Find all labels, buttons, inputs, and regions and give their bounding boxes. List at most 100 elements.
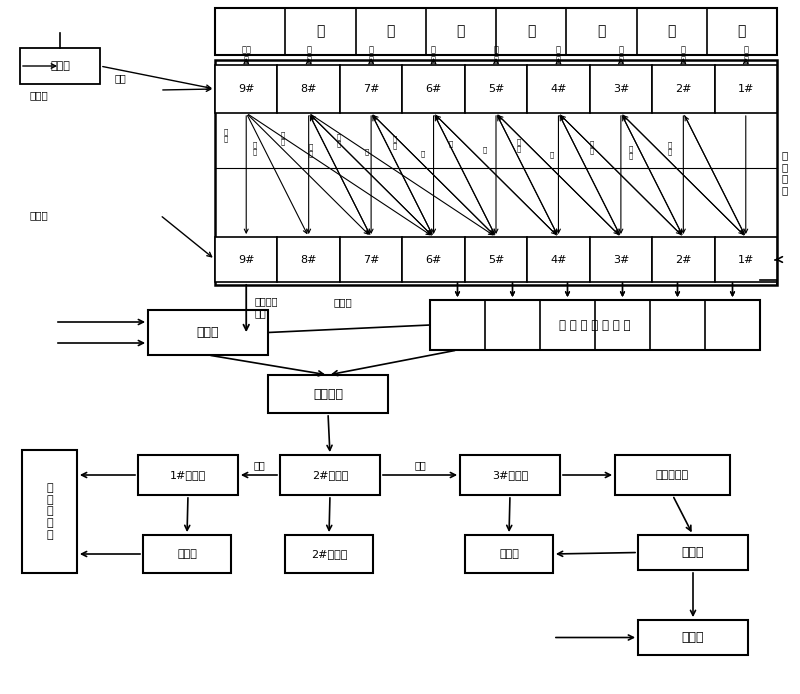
Bar xyxy=(430,300,760,350)
Text: 给料池: 给料池 xyxy=(682,546,704,559)
Text: 中
煤: 中 煤 xyxy=(516,138,521,152)
Bar xyxy=(138,455,238,495)
Text: 精
煤: 精 煤 xyxy=(431,45,436,65)
Text: 6#: 6# xyxy=(426,255,442,264)
Text: 预处理器: 预处理器 xyxy=(313,387,343,400)
Bar xyxy=(285,535,373,573)
Text: 矸石: 矸石 xyxy=(114,73,126,83)
Text: 5#: 5# xyxy=(488,255,504,264)
Text: 震: 震 xyxy=(597,24,606,38)
Text: 精
煤: 精 煤 xyxy=(681,45,686,65)
Bar xyxy=(590,65,652,113)
Text: 精
煤: 精 煤 xyxy=(556,45,561,65)
Text: 5#: 5# xyxy=(488,84,504,94)
Text: 2#物料池: 2#物料池 xyxy=(311,549,347,559)
Bar xyxy=(652,65,714,113)
Text: 频: 频 xyxy=(386,24,395,38)
Text: 7#: 7# xyxy=(363,255,379,264)
Text: 2#: 2# xyxy=(675,84,691,94)
Text: 中
煤: 中 煤 xyxy=(393,135,397,149)
Bar xyxy=(268,375,388,413)
Bar xyxy=(638,620,748,655)
Text: 中
煤: 中 煤 xyxy=(629,145,633,159)
Text: 精
煤
压
滤
机: 精 煤 压 滤 机 xyxy=(46,483,53,540)
Text: 动: 动 xyxy=(667,24,676,38)
Text: 煤: 煤 xyxy=(449,141,453,147)
Bar xyxy=(714,237,777,282)
Bar xyxy=(465,237,527,282)
Text: 2#浮选机: 2#浮选机 xyxy=(312,470,348,480)
Text: 矸
石: 矸 石 xyxy=(337,133,341,147)
Bar xyxy=(148,310,268,355)
Bar xyxy=(714,65,777,113)
Text: 4#: 4# xyxy=(550,84,566,94)
Text: 溢流: 溢流 xyxy=(414,460,426,470)
Text: 1#: 1# xyxy=(738,84,754,94)
Text: 精
煤: 精 煤 xyxy=(369,45,374,65)
Text: 4#: 4# xyxy=(550,255,566,264)
Text: 压滤机: 压滤机 xyxy=(499,549,519,559)
Bar xyxy=(20,48,100,84)
Bar xyxy=(340,65,402,113)
Text: 3#: 3# xyxy=(613,84,629,94)
Text: 精料出口
勃料: 精料出口 勃料 xyxy=(254,296,278,318)
Bar xyxy=(22,450,77,573)
Text: 矸
石: 矸 石 xyxy=(309,143,313,157)
Text: 中矸筛: 中矸筛 xyxy=(50,61,70,71)
Text: 精
煤: 精 煤 xyxy=(306,45,311,65)
Bar xyxy=(278,65,340,113)
Text: 2#: 2# xyxy=(675,255,691,264)
Text: 方型溢流槽: 方型溢流槽 xyxy=(656,470,689,480)
Text: 9#: 9# xyxy=(238,255,254,264)
Text: 中
煤: 中 煤 xyxy=(668,141,672,155)
Text: 6#: 6# xyxy=(426,84,442,94)
Bar xyxy=(460,455,560,495)
Text: 矸
石: 矸 石 xyxy=(252,141,257,155)
Text: 精
煤: 精 煤 xyxy=(743,45,748,65)
Bar xyxy=(215,237,278,282)
Bar xyxy=(465,535,553,573)
Bar xyxy=(278,237,340,282)
Bar xyxy=(652,237,714,282)
Bar xyxy=(638,535,748,570)
Text: 中精
煤: 中精 煤 xyxy=(242,45,251,65)
Text: 中
煤: 中 煤 xyxy=(280,131,285,145)
Text: 7#: 7# xyxy=(363,84,379,94)
Bar xyxy=(215,8,777,55)
Text: 精煤池: 精煤池 xyxy=(177,549,197,559)
Bar xyxy=(280,455,380,495)
Text: 中: 中 xyxy=(550,152,554,158)
Text: 高 频 直 线 震 动 筛: 高 频 直 线 震 动 筛 xyxy=(559,319,630,332)
Bar xyxy=(340,237,402,282)
Bar xyxy=(615,455,730,495)
Text: 介质桶: 介质桶 xyxy=(30,210,49,220)
Text: 石: 石 xyxy=(421,151,425,158)
Bar xyxy=(527,65,590,113)
Bar xyxy=(143,535,231,573)
Text: 3#: 3# xyxy=(613,255,629,264)
Text: 精
煤: 精 煤 xyxy=(494,45,498,65)
Text: 筛下水: 筛下水 xyxy=(334,297,352,307)
Text: 煤: 煤 xyxy=(365,149,369,155)
Text: 9#: 9# xyxy=(238,84,254,94)
Bar xyxy=(465,65,527,113)
Text: 中: 中 xyxy=(482,146,487,153)
Text: 线: 线 xyxy=(527,24,535,38)
Text: 直: 直 xyxy=(457,24,465,38)
Bar xyxy=(527,237,590,282)
Text: 3#浮选机: 3#浮选机 xyxy=(492,470,528,480)
Text: 液缩机: 液缩机 xyxy=(682,631,704,644)
Text: 8#: 8# xyxy=(301,84,317,94)
Text: 筛: 筛 xyxy=(738,24,746,38)
Text: 1#浮选机: 1#浮选机 xyxy=(170,470,206,480)
Text: 筛
上
物
料: 筛 上 物 料 xyxy=(782,150,788,195)
Text: 溢流: 溢流 xyxy=(253,460,265,470)
Bar xyxy=(402,65,465,113)
Text: 高: 高 xyxy=(316,24,325,38)
Bar xyxy=(402,237,465,282)
Text: 8#: 8# xyxy=(301,255,317,264)
Text: 混料桶: 混料桶 xyxy=(197,326,219,339)
Text: 旋流器: 旋流器 xyxy=(30,90,49,100)
Text: 1#: 1# xyxy=(738,255,754,264)
Bar xyxy=(590,237,652,282)
